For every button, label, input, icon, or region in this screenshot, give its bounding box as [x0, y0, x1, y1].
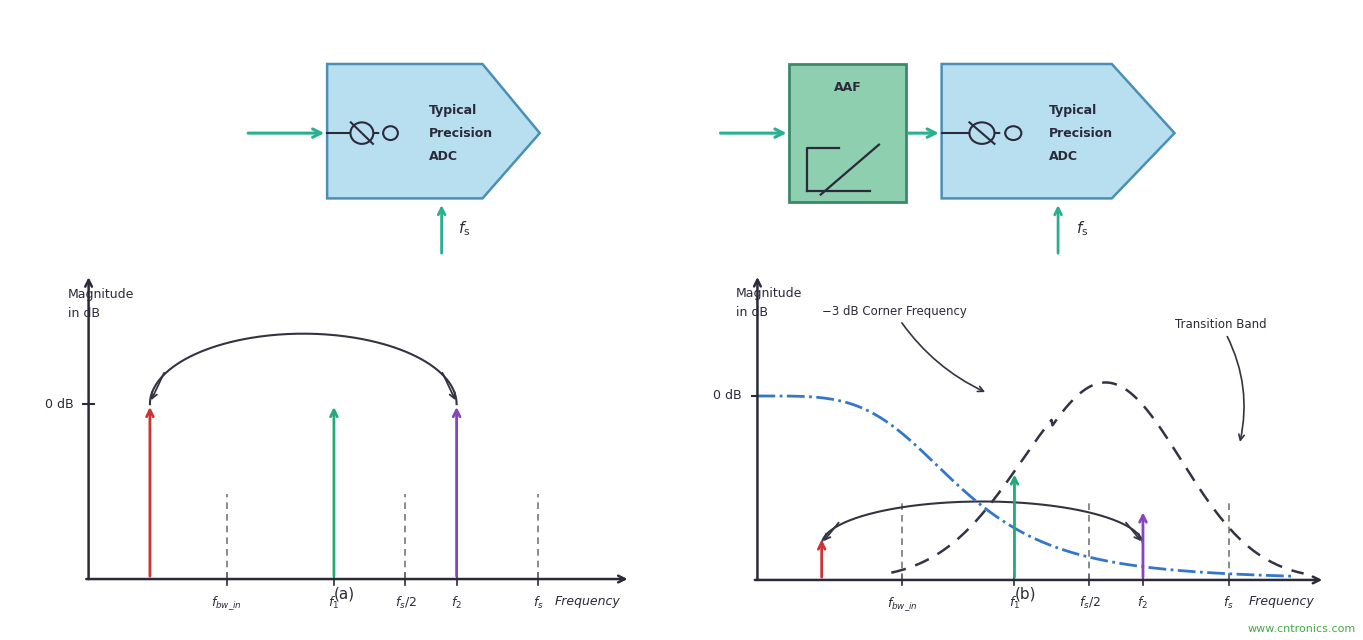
Text: ADC: ADC: [429, 150, 458, 163]
Text: $f_1$: $f_1$: [1009, 595, 1020, 611]
FancyBboxPatch shape: [789, 64, 906, 202]
Text: $\it{f}_{\rm{s}}$: $\it{f}_{\rm{s}}$: [1075, 220, 1089, 239]
Text: 0 dB: 0 dB: [713, 390, 741, 403]
Text: $f_{bw\_in}$: $f_{bw\_in}$: [211, 595, 243, 612]
Text: $f_1$: $f_1$: [328, 595, 339, 611]
Text: in dB: in dB: [68, 307, 99, 321]
Text: $f_s$: $f_s$: [1223, 595, 1234, 611]
Polygon shape: [942, 64, 1175, 198]
Text: Frequency: Frequency: [555, 595, 620, 607]
Text: $f_s/2$: $f_s/2$: [395, 595, 416, 611]
Text: $f_s/2$: $f_s/2$: [1078, 595, 1100, 611]
Text: Precision: Precision: [1050, 127, 1114, 140]
Text: www.cntronics.com: www.cntronics.com: [1249, 623, 1356, 634]
Text: Frequency: Frequency: [1249, 595, 1314, 608]
Text: Precision: Precision: [429, 127, 493, 140]
Text: $f_2$: $f_2$: [451, 595, 462, 611]
Text: $f_{bw\_in}$: $f_{bw\_in}$: [886, 595, 917, 612]
Text: Typical: Typical: [1050, 104, 1097, 116]
Text: (a): (a): [334, 587, 354, 602]
Text: $\it{f}_{\rm{s}}$: $\it{f}_{\rm{s}}$: [458, 220, 470, 239]
Text: $f_2$: $f_2$: [1138, 595, 1149, 611]
Text: AAF: AAF: [834, 81, 861, 93]
Text: Typical: Typical: [429, 104, 477, 116]
Text: Magnitude: Magnitude: [68, 288, 135, 301]
Text: in dB: in dB: [736, 305, 767, 319]
Text: ADC: ADC: [1050, 150, 1078, 163]
Text: 0 dB: 0 dB: [45, 397, 74, 411]
Text: (b): (b): [1014, 587, 1036, 602]
Text: −3 dB Corner Frequency: −3 dB Corner Frequency: [822, 305, 984, 392]
Text: Transition Band: Transition Band: [1175, 318, 1266, 440]
Text: Magnitude: Magnitude: [736, 287, 803, 300]
Polygon shape: [327, 64, 540, 198]
Text: $f_s$: $f_s$: [533, 595, 544, 611]
